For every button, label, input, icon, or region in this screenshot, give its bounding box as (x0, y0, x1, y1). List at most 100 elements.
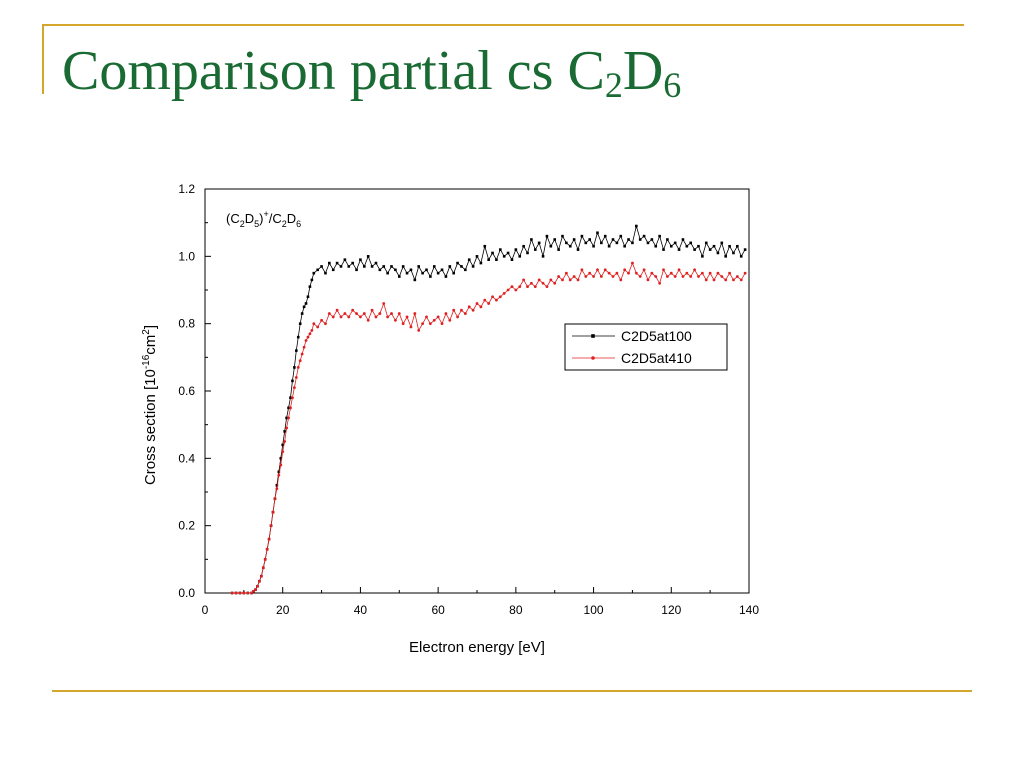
data-point (619, 278, 623, 282)
data-point (316, 268, 319, 272)
data-point (631, 261, 634, 265)
data-point (306, 295, 310, 299)
data-point (615, 271, 619, 275)
data-point (460, 308, 463, 312)
data-point (654, 244, 658, 248)
x-tick-label: 120 (661, 603, 681, 617)
data-point (518, 285, 522, 289)
data-point (634, 271, 638, 275)
data-point (331, 315, 335, 319)
data-point (611, 275, 615, 278)
data-point (568, 244, 572, 248)
data-point (743, 248, 747, 251)
data-point (370, 265, 374, 268)
data-point (693, 268, 696, 272)
data-point (498, 295, 502, 299)
data-point (302, 345, 306, 349)
y-tick-label: 1.0 (178, 249, 195, 263)
data-point (366, 255, 370, 258)
data-point (425, 315, 428, 319)
slide-title: Comparison partial cs C2D6 (62, 40, 682, 105)
data-point (712, 278, 716, 282)
data-point (263, 557, 267, 561)
data-point (285, 426, 288, 430)
data-point (386, 271, 389, 275)
data-point (479, 261, 483, 265)
data-point (275, 483, 279, 487)
data-point (596, 231, 599, 235)
data-point (685, 244, 689, 248)
data-point (250, 591, 254, 595)
data-point (483, 298, 487, 302)
data-point (638, 238, 642, 241)
data-point (708, 271, 712, 275)
data-point (467, 258, 471, 261)
data-point (277, 470, 281, 474)
chart-annotation: (C2D5)+/C2D6 (226, 209, 301, 229)
data-point (378, 312, 382, 315)
data-point (603, 234, 607, 238)
data-point (638, 275, 642, 278)
data-point (549, 278, 553, 282)
data-point (561, 278, 564, 282)
data-point (312, 322, 316, 326)
data-point (242, 591, 246, 595)
data-point (475, 255, 479, 258)
data-point (417, 265, 421, 268)
data-point (561, 234, 564, 238)
data-point (572, 238, 576, 241)
data-point (285, 416, 288, 420)
data-point (310, 329, 314, 332)
data-point (351, 261, 354, 265)
data-point (283, 440, 287, 443)
data-point (275, 487, 279, 491)
data-point (409, 325, 413, 329)
data-point (246, 591, 250, 595)
data-point (421, 271, 424, 275)
data-point (584, 275, 588, 278)
data-point (673, 241, 677, 245)
data-point (277, 473, 281, 477)
data-point (549, 244, 553, 248)
data-point (522, 278, 526, 282)
data-point (308, 285, 312, 288)
data-point (728, 271, 731, 275)
data-point (335, 308, 339, 312)
x-tick-label: 100 (584, 603, 604, 617)
data-point (499, 248, 502, 251)
data-point (646, 278, 650, 282)
data-point (666, 238, 669, 241)
data-point (716, 271, 720, 275)
data-point (405, 315, 409, 319)
data-point (580, 268, 584, 272)
data-point (300, 312, 304, 315)
data-point (584, 241, 588, 245)
data-point (728, 244, 731, 248)
data-point (697, 275, 700, 278)
data-point (355, 312, 358, 315)
data-point (502, 255, 506, 258)
data-point (642, 234, 646, 238)
data-point (510, 258, 514, 261)
data-point (704, 278, 708, 282)
data-point (623, 244, 626, 248)
data-point (359, 315, 362, 319)
data-point (514, 248, 518, 251)
data-point (440, 322, 444, 326)
data-point (631, 241, 634, 245)
x-tick-label: 60 (431, 603, 445, 617)
data-point (603, 268, 607, 272)
x-tick-label: 0 (202, 603, 209, 617)
data-point (735, 275, 739, 278)
data-point (460, 265, 463, 268)
data-point (495, 298, 498, 302)
legend-item-c2d5at100: C2D5at100 (572, 328, 692, 344)
data-point (526, 251, 529, 255)
data-point (545, 234, 549, 238)
data-point (553, 238, 557, 241)
data-point (456, 261, 459, 265)
data-point (487, 302, 491, 305)
series-c2d5at100 (230, 224, 747, 595)
y-tick-label: 0.6 (178, 384, 195, 398)
